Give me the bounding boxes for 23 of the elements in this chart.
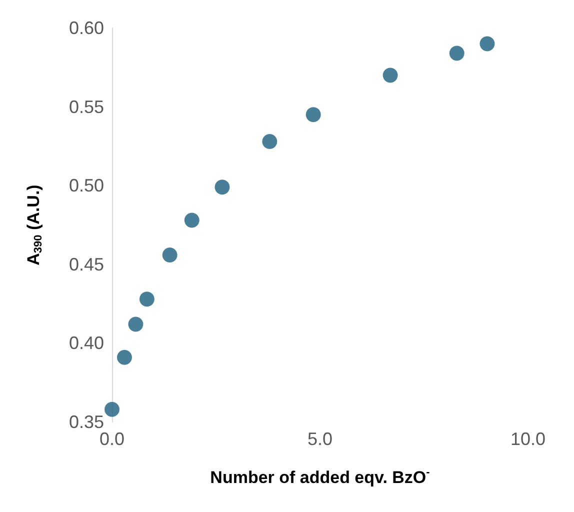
x-tick-label: 10.0 bbox=[510, 429, 546, 449]
y-tick-label: 0.50 bbox=[68, 176, 104, 196]
point bbox=[116, 350, 132, 365]
y-tick-label: 0.45 bbox=[68, 254, 104, 274]
point bbox=[139, 292, 154, 307]
point bbox=[128, 316, 144, 332]
point bbox=[162, 247, 178, 262]
y-tick-label: 0.40 bbox=[68, 333, 104, 354]
point bbox=[480, 36, 495, 52]
x-tick-label: 5.0 bbox=[307, 429, 333, 449]
y-tick-label: 0.55 bbox=[68, 96, 104, 117]
point bbox=[262, 134, 278, 149]
point bbox=[382, 68, 398, 83]
point bbox=[184, 212, 200, 228]
point bbox=[104, 402, 120, 417]
x-tick-label: 0.0 bbox=[99, 429, 125, 449]
point bbox=[449, 46, 464, 61]
point bbox=[214, 180, 230, 195]
x-axis-title: Number of added eqv. BzO- bbox=[210, 466, 430, 487]
y-axis-title: A390 (A.U.) bbox=[24, 184, 44, 266]
y-tick-label: 0.35 bbox=[68, 412, 104, 432]
y-tick-label: 0.60 bbox=[68, 18, 104, 38]
point bbox=[306, 107, 321, 122]
